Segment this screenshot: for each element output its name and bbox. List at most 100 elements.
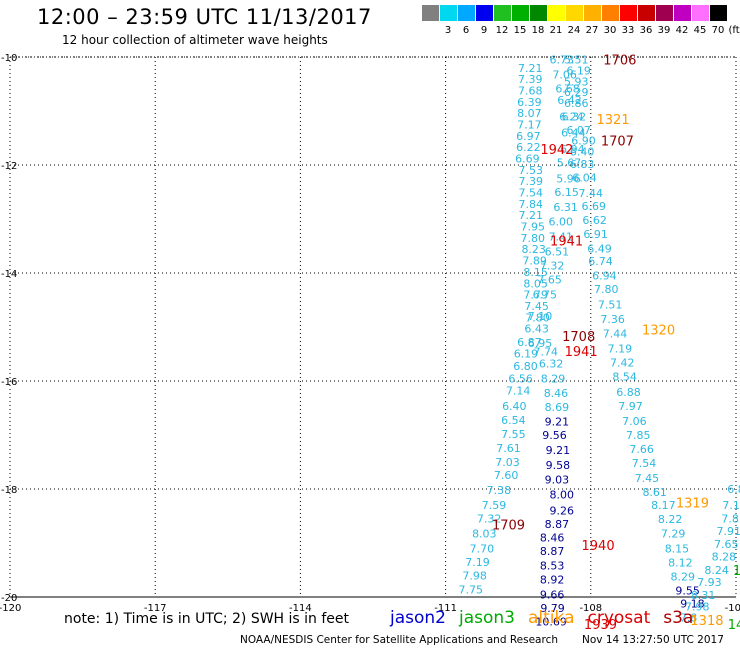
wave-height-label: 7.10	[528, 310, 553, 323]
x-tick-label: -117	[144, 603, 167, 614]
wave-height-label: 9.21	[545, 416, 570, 429]
wave-height-label: 8.92	[540, 574, 565, 587]
legend-swatch	[710, 5, 727, 21]
legend-label: 18	[531, 25, 545, 36]
pass-time-label: 1708	[562, 330, 595, 345]
wave-height-label: 6.29	[564, 86, 589, 99]
wave-height-label: 7.29	[661, 527, 686, 540]
legend-swatch	[692, 5, 709, 21]
wave-height-label: 6.32	[562, 110, 587, 123]
wave-height-label: 6.04	[572, 171, 597, 184]
wave-height-label: 6.94	[592, 270, 617, 283]
wave-height-label: 7.98	[685, 601, 710, 614]
wave-height-label: 7.45	[635, 472, 660, 485]
wave-height-label: 8.15	[523, 266, 548, 279]
wave-height-label: 7.65	[537, 273, 562, 286]
wave-height-label: 8.46	[544, 387, 569, 400]
wave-height-label: 7.89	[522, 255, 547, 268]
pass-time-label: 1941	[565, 345, 598, 360]
wave-height-label: 8.61	[642, 486, 667, 499]
wave-height-label: 8.29	[671, 570, 696, 583]
wave-height-label: 7.84	[519, 198, 544, 211]
wave-height-label: 9.55	[675, 585, 700, 598]
wave-height-label: 8.31	[691, 589, 716, 602]
pass-time-label: 1707	[601, 135, 634, 150]
wave-height-label: 6.42	[557, 94, 582, 107]
wave-height-label: 6.00	[549, 216, 574, 229]
wave-height-label: 6.62	[582, 214, 607, 227]
pass-time-label: 1320	[642, 324, 675, 339]
legend-label: 42	[675, 25, 689, 36]
pass-time-label: 1941	[550, 235, 583, 250]
legend-swatch	[656, 5, 673, 21]
x-tick-label: -120	[0, 603, 21, 614]
wave-height-label: 7.66	[629, 443, 654, 456]
wave-height-label: 6.80	[513, 360, 538, 373]
wave-height-label: 6.19	[566, 65, 591, 78]
x-tick-label: -105	[725, 603, 740, 614]
wave-height-label: 9.79	[540, 602, 565, 615]
wave-height-label: 7.93	[697, 576, 722, 589]
wave-height-label: 5.93	[564, 75, 589, 88]
wave-height-label: 10.69	[535, 615, 567, 628]
wave-height-label: 6.8	[727, 483, 740, 496]
pass-time-label: 1706	[603, 54, 636, 69]
legend-label: 36	[639, 25, 653, 36]
wave-height-label: 6.91	[583, 228, 608, 241]
wave-height-label: 9.66	[540, 588, 565, 601]
wave-height-label: 8.46	[540, 532, 565, 545]
wave-height-label: 6.39	[517, 96, 542, 109]
pass-time-label: 1942	[540, 143, 573, 158]
wave-height-label: 8.54	[612, 371, 637, 384]
legend-label: 15	[513, 25, 527, 36]
wave-height-label: 6.31	[553, 201, 578, 214]
wave-height-label: 7.51	[598, 298, 623, 311]
wave-height-label: 8.00	[550, 488, 575, 501]
chart-subtitle: 12 hour collection of altimeter wave hei…	[62, 33, 328, 47]
pass-time-label: 1321	[597, 113, 630, 128]
pass-time-label: 1709	[492, 519, 525, 534]
legend-swatch	[638, 5, 655, 21]
wave-height-label: 6.69	[581, 200, 606, 213]
wave-height-label: 6.40	[570, 146, 595, 159]
wave-height-label: 7.8	[680, 612, 698, 625]
wave-height-label: 7.98	[462, 569, 487, 582]
wave-height-label: 6.73	[550, 54, 575, 67]
wave-height-label: 7.80	[525, 311, 550, 324]
wave-height-label: 6.44	[561, 127, 586, 140]
wave-height-label: 9.03	[545, 473, 570, 486]
wave-height-label: 8.29	[541, 372, 566, 385]
y-tick-label: -12	[1, 161, 17, 172]
wave-height-label: 7.85	[626, 429, 651, 442]
wave-height-label: 6.32	[539, 358, 564, 371]
wave-height-label: 8.24	[704, 564, 729, 577]
wave-height-label: 6.97	[516, 130, 541, 143]
legend-swatch	[620, 5, 637, 21]
wave-height-label: 7.59	[482, 499, 507, 512]
pass-time-label: 1939	[584, 618, 617, 633]
legend-label: 9	[480, 25, 488, 36]
wave-height-label: 7.39	[519, 175, 544, 188]
generation-timestamp: Nov 14 13:27:50 UTC 2017	[582, 634, 724, 646]
wave-height-label: 8.17	[651, 499, 676, 512]
legend-swatch	[548, 5, 565, 21]
y-tick-label: -18	[1, 485, 17, 496]
wave-height-label: 7.75	[459, 583, 484, 596]
wave-height-label: 7.55	[501, 428, 526, 441]
y-tick-label: -20	[1, 593, 17, 604]
wave-height-label: 6.56	[508, 372, 533, 385]
wave-height-label: 9.21	[546, 444, 571, 457]
wave-height-label: 8.05	[523, 277, 548, 290]
wave-height-label: 7.65	[714, 538, 739, 551]
wave-height-label: 7.36	[600, 313, 625, 326]
wave-height-label: 6.24	[559, 110, 584, 123]
legend-swatch	[530, 5, 547, 21]
wave-height-label: 6.86	[564, 97, 589, 110]
wave-height-label: 9.56	[542, 429, 567, 442]
wave-height-label: 6.15	[554, 186, 579, 199]
wave-height-label: 7.41	[549, 230, 574, 243]
legend-label: 33	[621, 25, 635, 36]
satellite-legend-item: altika	[528, 608, 575, 628]
legend-label: 45	[693, 25, 707, 36]
